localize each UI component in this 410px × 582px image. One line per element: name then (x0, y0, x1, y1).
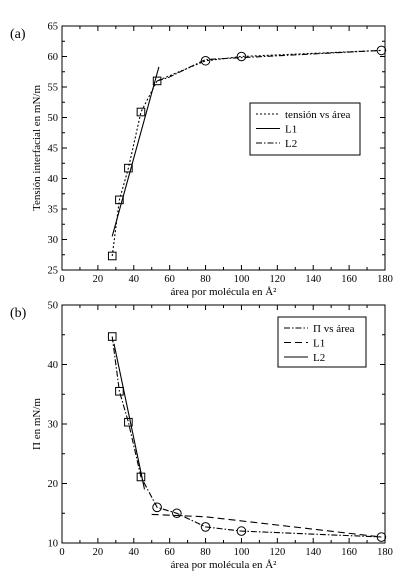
data-point-circle (172, 508, 182, 519)
y-axis-title: Tensión interfacial en mN/m (31, 85, 43, 211)
x-tick-label: 160 (341, 274, 357, 285)
x-tick-label: 60 (164, 274, 175, 285)
y-tick-label: 25 (48, 266, 59, 277)
x-axis-title: área por molécula en Å² (171, 286, 278, 298)
x-tick-label: 140 (305, 274, 321, 285)
data-point-circle (152, 502, 162, 513)
legend-entry: Π vs área (313, 323, 355, 335)
x-tick-label: 80 (200, 274, 211, 285)
data-point-square (124, 163, 133, 173)
y-tick-label: 35 (48, 205, 59, 216)
y-tick-label: 45 (48, 144, 59, 155)
panel-a-label: (a) (10, 27, 26, 42)
x-tick-label: 0 (59, 547, 64, 558)
legend-entry: L1 (313, 337, 325, 349)
series-line-l1 (111, 66, 160, 237)
y-tick-label: 50 (48, 113, 59, 124)
x-tick-label: 140 (305, 547, 321, 558)
y-tick-label: 50 (48, 301, 59, 312)
legend-entry: L2 (285, 138, 297, 150)
y-tick-label: 60 (48, 52, 59, 63)
x-tick-label: 20 (93, 274, 104, 285)
legend-entry: L1 (285, 123, 297, 135)
y-tick-label: 30 (48, 420, 59, 431)
data-point-square (136, 107, 146, 117)
data-point-square (107, 251, 117, 261)
series-line-tensi-n-vs-rea (111, 49, 382, 257)
x-tick-label: 180 (377, 274, 393, 285)
data-point-circle (376, 532, 387, 542)
data-point-square (136, 472, 146, 482)
x-tick-label: 180 (377, 547, 393, 558)
data-point-circle (200, 55, 211, 66)
data-point-circle (236, 526, 247, 536)
panel-a-chart: 0 20 40 60 80 100 120 140 160 180 25 30 35 40 45 50 55 60… (31, 22, 393, 299)
data-point-square (124, 417, 133, 427)
series-line--vs-rea (111, 336, 382, 538)
y-tick-label: 40 (48, 360, 59, 371)
x-tick-label: 100 (234, 274, 250, 285)
x-tick-label: 80 (200, 547, 211, 558)
data-point-circle (376, 45, 387, 56)
y-tick-label: 40 (48, 174, 59, 185)
data-point-square (107, 332, 117, 341)
y-tick-label: 65 (48, 22, 59, 33)
y-tick-label: 20 (48, 479, 59, 490)
data-point-circle (236, 51, 247, 62)
legend-box-b (277, 316, 367, 368)
y-tick-label: 30 (48, 235, 59, 246)
x-tick-label: 20 (93, 547, 104, 558)
legend-entry: L2 (313, 352, 325, 364)
panel-b-label: (b) (10, 306, 27, 321)
x-tick-label: 120 (269, 547, 285, 558)
series-line-l2 (156, 49, 382, 82)
y-tick-label: 55 (48, 83, 59, 94)
x-tick-label: 100 (234, 547, 250, 558)
series-line-l2 (113, 343, 146, 490)
x-tick-label: 40 (129, 274, 140, 285)
x-tick-label: 0 (59, 274, 64, 285)
x-tick-label: 120 (269, 274, 285, 285)
x-tick-label: 160 (341, 547, 357, 558)
y-axis-title: Π en mN/m (31, 398, 43, 450)
data-point-square (115, 386, 124, 396)
y-tick-label: 10 (48, 539, 59, 550)
data-point-square (152, 76, 162, 86)
panel-b-chart: 0 20 40 60 80 100 120 140 160 180 10 20 30 40 50 área p… (31, 301, 393, 572)
x-tick-label: 40 (129, 547, 140, 558)
data-point-square (115, 195, 124, 205)
legend-entry: tensión vs área (285, 109, 350, 121)
x-axis-title: área por molécula en Å² (171, 559, 278, 571)
data-point-circle (200, 522, 211, 532)
x-tick-label: 60 (164, 547, 175, 558)
series-line-l1 (151, 513, 382, 538)
